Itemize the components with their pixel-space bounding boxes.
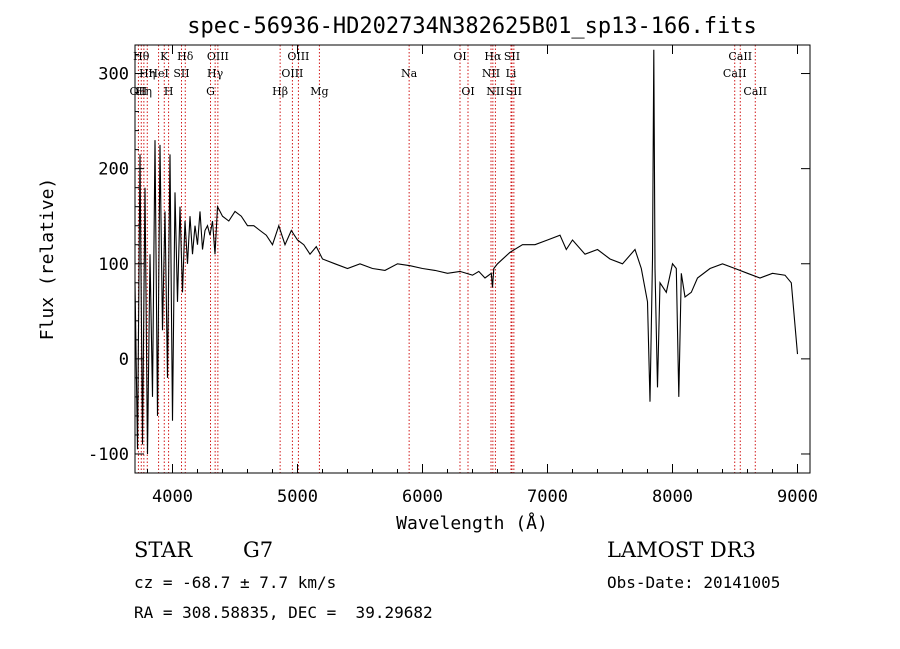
marker-label-4: HeI bbox=[148, 67, 168, 80]
x-tick-label-4: 8000 bbox=[652, 487, 693, 507]
marker-label-26: CaII bbox=[728, 50, 752, 63]
plot-frame bbox=[134, 44, 811, 474]
object-subclass: G7 bbox=[243, 538, 274, 562]
marker-label-3: Hη bbox=[139, 67, 155, 80]
marker-label-15: Mg bbox=[310, 85, 328, 98]
marker-label-22: Li bbox=[506, 67, 517, 80]
spectrum-line bbox=[134, 49, 799, 455]
y-axis-ticks: -100 0 100 200 300 bbox=[88, 54, 810, 465]
marker-label-5: K bbox=[160, 50, 169, 63]
marker-label-17: OI bbox=[453, 50, 466, 63]
marker-label-14: OIII bbox=[287, 50, 309, 63]
y-tick-label-4: 300 bbox=[98, 65, 129, 85]
marker-label-16: Na bbox=[401, 67, 418, 80]
marker-label-19: NII bbox=[482, 67, 500, 80]
x-tick-label-0: 4000 bbox=[152, 487, 193, 507]
y-tick-label-0: -100 bbox=[88, 445, 129, 465]
y-tick-label-2: 100 bbox=[98, 255, 129, 275]
survey-name: LAMOST DR3 bbox=[607, 538, 756, 562]
x-tick-label-5: 9000 bbox=[777, 487, 818, 507]
line-markers bbox=[137, 45, 756, 473]
marker-label-13: OIII bbox=[281, 67, 303, 80]
marker-label-12: Hβ bbox=[272, 85, 288, 98]
marker-label-6: H bbox=[164, 85, 174, 98]
y-tick-label-1: 0 bbox=[119, 350, 129, 370]
x-tick-label-2: 6000 bbox=[402, 487, 443, 507]
marker-label-27: CaII bbox=[743, 85, 767, 98]
marker-label-1: Hθ bbox=[133, 50, 150, 63]
redshift-readout: cz = -68.7 ± 7.7 km/s bbox=[134, 573, 337, 592]
marker-label-0: OII bbox=[130, 85, 148, 98]
marker-label-9: G bbox=[206, 85, 215, 98]
marker-label-25: CaII bbox=[723, 67, 747, 80]
marker-label-10: Hγ bbox=[207, 67, 224, 80]
chart-title: spec-56936-HD202734N382625B01_sp13-166.f… bbox=[187, 14, 757, 39]
marker-label-18: OI bbox=[461, 85, 474, 98]
x-tick-label-1: 5000 bbox=[277, 487, 318, 507]
marker-label-2: Hη bbox=[136, 85, 152, 98]
marker-label-23: SII bbox=[504, 50, 520, 63]
obs-date: Obs-Date: 20141005 bbox=[607, 573, 781, 592]
marker-label-11: OIII bbox=[207, 50, 229, 63]
marker-label-21: NII bbox=[486, 85, 504, 98]
y-axis-label: Flux (relative) bbox=[37, 178, 58, 341]
y-tick-label-3: 200 bbox=[98, 160, 129, 180]
x-axis-ticks: 4000 5000 6000 7000 8000 9000 bbox=[147, 45, 818, 507]
marker-label-7: SII bbox=[173, 67, 189, 80]
marker-label-24: SII bbox=[506, 85, 522, 98]
marker-label-8: Hδ bbox=[177, 50, 194, 63]
object-class: STAR bbox=[134, 538, 193, 562]
line-marker-labels: OIIHθHηHηHeIKHSIIHδGHγOIIIHβOIIIOIIIMgNa… bbox=[130, 50, 768, 98]
x-axis-label: Wavelength (Å) bbox=[396, 512, 548, 534]
coordinates: RA = 308.58835, DEC = 39.29682 bbox=[134, 603, 433, 622]
marker-label-20: Hα bbox=[484, 50, 502, 63]
x-tick-label-3: 7000 bbox=[527, 487, 568, 507]
